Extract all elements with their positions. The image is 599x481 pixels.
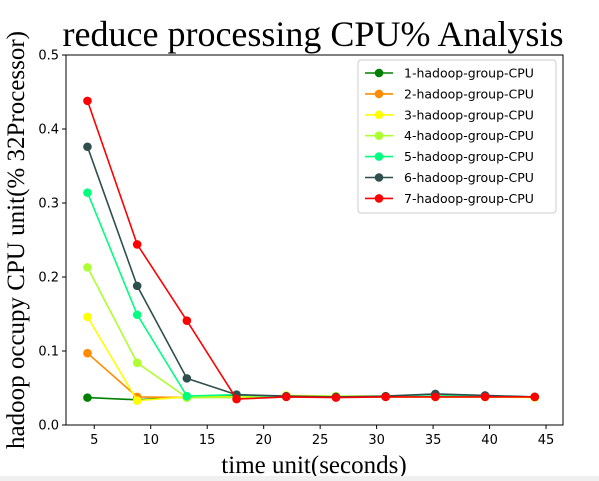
x-axis-label: time unit(seconds) <box>221 452 406 479</box>
data-point <box>281 392 291 402</box>
legend-swatch-marker <box>374 152 384 161</box>
data-point <box>83 263 92 272</box>
x-tick-label: 5 <box>90 433 98 448</box>
data-point <box>381 392 390 402</box>
y-tick-label: 0.5 <box>38 49 59 64</box>
x-tick-label: 25 <box>312 433 329 448</box>
legend-swatch-marker <box>374 68 384 78</box>
legend-entry: 2-hadoop-group-CPU <box>365 86 534 101</box>
data-point <box>132 396 142 405</box>
x-tick-label: 35 <box>425 433 442 448</box>
y-tick-label: 0.4 <box>38 123 59 138</box>
legend-swatch-marker <box>374 173 384 182</box>
data-point <box>83 312 92 322</box>
legend-entry: 7-hadoop-group-CPU <box>365 191 534 206</box>
series-7 <box>83 96 540 404</box>
y-tick-label: 0.2 <box>38 271 59 286</box>
legend-entry: 5-hadoop-group-CPU <box>365 149 534 164</box>
data-point <box>431 392 440 402</box>
y-axis: 0.0 0.1 0.2 0.3 0.4 0.5 <box>38 49 66 434</box>
data-point <box>182 316 192 325</box>
x-tick-label: 20 <box>255 433 272 448</box>
series-layer <box>83 96 540 405</box>
y-tick-label: 0.3 <box>38 197 59 212</box>
legend-swatch-marker <box>374 110 384 120</box>
legend-entry: 3-hadoop-group-CPU <box>365 107 534 122</box>
legend-entry: 1-hadoop-group-CPU <box>365 66 534 81</box>
data-point <box>132 240 142 249</box>
data-point <box>83 393 92 402</box>
data-point <box>83 142 92 152</box>
data-point <box>83 96 92 106</box>
chart-title: reduce processing CPU% Analysis <box>63 14 564 54</box>
legend-label: 7-hadoop-group-CPU <box>404 191 534 206</box>
data-point <box>83 348 92 358</box>
y-tick-label: 0.1 <box>38 345 59 360</box>
x-tick-label: 10 <box>142 433 159 448</box>
x-axis: 5 10 15 20 25 30 35 40 45 <box>90 425 554 448</box>
y-tick-label: 0.0 <box>38 419 59 434</box>
legend-label: 6-hadoop-group-CPU <box>404 170 534 185</box>
x-tick-label: 30 <box>368 433 385 448</box>
data-point <box>530 392 540 402</box>
y-axis-label: hadoop occupy CPU unit(% 32Processor) <box>3 31 30 449</box>
data-point <box>83 188 92 197</box>
legend-entry: 4-hadoop-group-CPU <box>365 128 534 143</box>
data-point <box>182 374 192 383</box>
legend-swatch-marker <box>374 89 384 99</box>
legend-label: 2-hadoop-group-CPU <box>404 86 534 101</box>
data-point <box>132 310 142 320</box>
bottom-strip <box>0 476 599 481</box>
x-tick-label: 15 <box>199 433 216 448</box>
legend-label: 4-hadoop-group-CPU <box>404 128 534 143</box>
legend-label: 1-hadoop-group-CPU <box>404 66 534 81</box>
data-point <box>132 281 142 291</box>
legend-label: 3-hadoop-group-CPU <box>404 107 534 122</box>
legend-entry: 6-hadoop-group-CPU <box>365 170 534 185</box>
data-point <box>232 394 241 404</box>
data-point <box>182 391 192 401</box>
legend-swatch-marker <box>374 131 384 140</box>
legend-frame <box>357 59 557 214</box>
legend-label: 5-hadoop-group-CPU <box>404 149 534 164</box>
data-point <box>480 392 490 402</box>
legend-swatch-marker <box>374 194 384 203</box>
data-point <box>132 358 142 368</box>
x-tick-label: 40 <box>481 433 498 448</box>
series-line <box>86 100 535 400</box>
legend: 1-hadoop-group-CPU 2-hadoop-group-CPU 3-ha… <box>357 59 557 214</box>
data-point <box>331 393 341 402</box>
x-tick-label: 45 <box>538 433 555 448</box>
